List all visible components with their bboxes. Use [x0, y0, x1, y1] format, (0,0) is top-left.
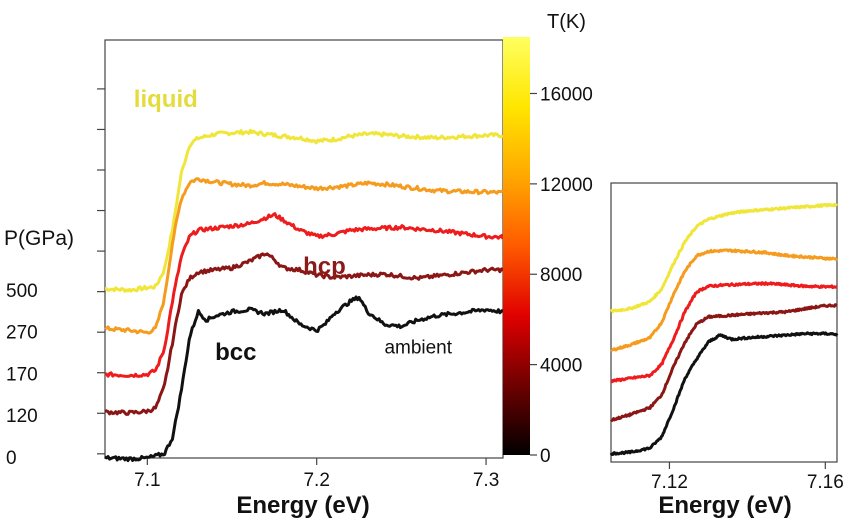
- annotation-bcc: bcc: [215, 339, 256, 366]
- colorbar-tick-label: 4000: [540, 356, 582, 377]
- main-x-tick-label: 7.2: [303, 470, 329, 491]
- colorbar-title: T(K): [547, 11, 586, 33]
- colorbar-gradient: [503, 37, 530, 455]
- inset-x-tick-label: 7.16: [807, 472, 844, 493]
- colorbar-tick-label: 0: [540, 446, 551, 467]
- main-y-tick-label: 500: [6, 281, 38, 302]
- inset-series-line-p120: [609, 303, 838, 422]
- main-series-line-p170: [104, 212, 505, 378]
- main-y-tick-label: 0: [6, 448, 17, 469]
- main-y-tick-label: 120: [6, 406, 38, 427]
- main-plot: 7.1 7.2 7.3 0 120 170 270 500 P(GPa) Energy (e…: [4, 39, 505, 519]
- main-annotations: liquid hcp bcc ambient: [134, 86, 453, 366]
- main-y-tick-label: 270: [6, 323, 38, 344]
- main-y-tick-labels: 0 120 170 270 500: [6, 281, 38, 469]
- main-x-axis-ticks: 7.1 7.2 7.3: [134, 458, 499, 491]
- main-x-tick-label: 7.3: [473, 470, 499, 491]
- main-series-line-p270: [104, 177, 504, 335]
- colorbar: 0 4000 8000 12000 16000 T(K): [503, 11, 593, 467]
- y-axis-title: P(GPa): [4, 227, 74, 250]
- main-y-tick-label: 170: [6, 364, 38, 385]
- inset-plot-frame: [610, 182, 838, 463]
- annotation-hcp: hcp: [303, 253, 346, 280]
- main-series-line-p120: [104, 252, 504, 416]
- colorbar-tick-label: 16000: [540, 84, 593, 105]
- main-x-axis-title: Energy (eV): [236, 492, 369, 519]
- inset-series-line-p270: [610, 248, 839, 352]
- inset-x-axis-title: Energy (eV): [658, 492, 791, 519]
- main-x-tick-label: 7.1: [134, 470, 160, 491]
- main-series-line-p500: [104, 128, 504, 293]
- main-series-lines: [104, 128, 505, 463]
- annotation-liquid: liquid: [134, 86, 198, 113]
- inset-x-tick-label: 7.12: [651, 472, 688, 493]
- inset-series-line-p500: [609, 202, 838, 314]
- colorbar-tick-label: 12000: [540, 175, 593, 196]
- inset-plot: 7.12 7.16 Energy (eV): [609, 182, 844, 519]
- main-y-axis-ticks: [97, 88, 105, 455]
- inset-series-line-p170: [610, 281, 838, 384]
- colorbar-ticks: 0 4000 8000 12000 16000: [530, 84, 593, 467]
- annotation-ambient: ambient: [384, 338, 452, 359]
- inset-series-line-p0: [609, 331, 839, 456]
- inset-series-lines: [609, 202, 839, 456]
- main-series-line-p0: [104, 295, 504, 463]
- colorbar-tick-label: 8000: [540, 265, 582, 286]
- inset-x-axis-ticks: 7.12 7.16: [651, 462, 844, 493]
